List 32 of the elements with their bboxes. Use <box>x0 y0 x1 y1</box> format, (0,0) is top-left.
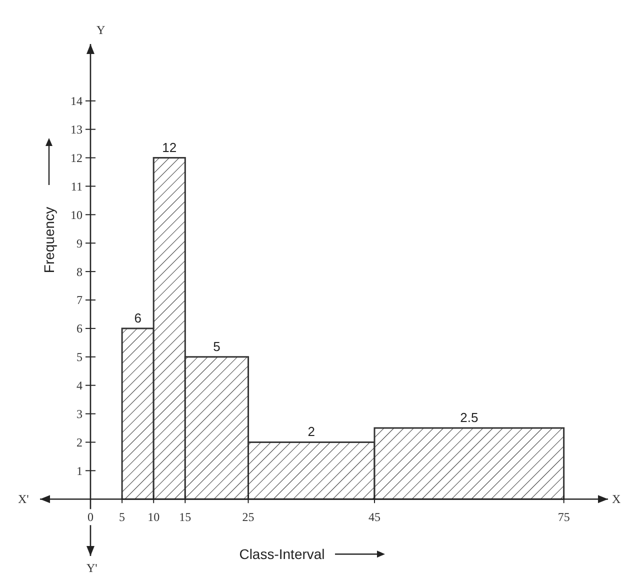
data-label: 12 <box>162 140 177 155</box>
y-tick-label: 12 <box>70 150 82 165</box>
text: X' <box>18 492 29 506</box>
data-label: 2 <box>308 424 315 440</box>
y-tick-label: 9 <box>76 236 82 250</box>
y-tick-label: 6 <box>76 322 82 336</box>
x-tick-label: 5 <box>119 510 126 524</box>
x-tick-label: 45 <box>368 510 380 524</box>
x-tick-label: 25 <box>242 510 254 524</box>
text: X <box>612 492 621 506</box>
y-tick-label: 3 <box>76 406 82 421</box>
y-tick-label: 13 <box>70 122 82 137</box>
y-tick-label: 1 <box>76 464 82 478</box>
y-tick-label: 10 <box>70 208 82 222</box>
x-axis-title: Class-Interval <box>239 546 325 562</box>
y-tick-label: 7 <box>76 293 82 308</box>
y-tick-label: 8 <box>76 264 82 279</box>
y-tick-label: 11 <box>70 179 82 194</box>
x-tick-label: 10 <box>148 510 160 524</box>
y-tick-label: 14 <box>70 94 82 108</box>
text: Y' <box>86 561 98 575</box>
y-tick-label: 5 <box>76 350 82 364</box>
text: Y <box>96 23 106 37</box>
x-tick-label: 0 <box>87 510 94 524</box>
y-tick-label: 4 <box>76 378 82 393</box>
y-tick-label: 2 <box>76 435 82 450</box>
data-label: 6 <box>134 310 142 326</box>
data-label: 2.5 <box>460 410 478 425</box>
y-axis-title: Frequency <box>41 206 57 274</box>
data-label: 5 <box>213 338 220 354</box>
x-tick-label: 15 <box>179 510 192 524</box>
x-tick-label: 75 <box>558 510 570 524</box>
